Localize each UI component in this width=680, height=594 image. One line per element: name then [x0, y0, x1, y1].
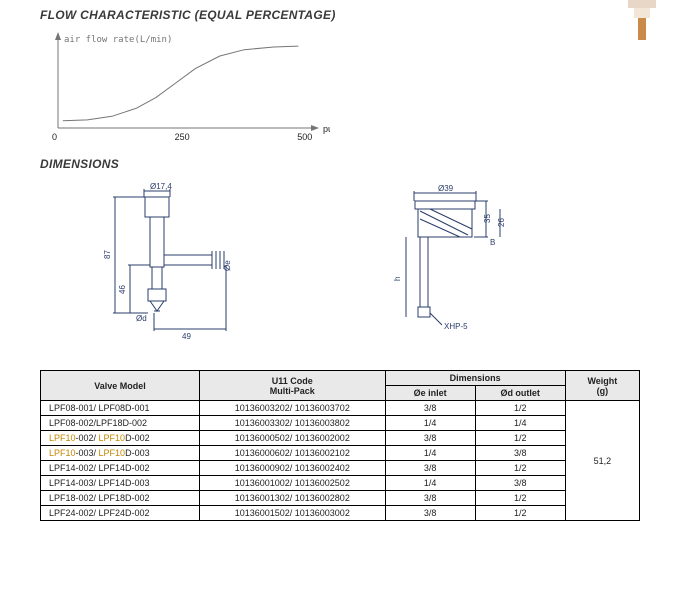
- col-dimensions-group: Dimensions: [385, 371, 565, 386]
- table-row: LPF10-003/ LPF10D-00310136000602/ 101360…: [41, 446, 640, 461]
- flow-chart: air flow rate(L/min) 0 250 500 pulse: [40, 26, 330, 141]
- table-row: LPF10-002/ LPF10D-00210136000502/ 101360…: [41, 431, 640, 446]
- dimension-drawing-left: Ø17,4 87 46 49 Ød Øe: [70, 179, 240, 354]
- col-u11: U11 Code Multi-Pack: [200, 371, 386, 401]
- col-valve-model: Valve Model: [41, 371, 200, 401]
- table-row: LPF08-001/ LPF08D-00110136003202/ 101360…: [41, 401, 640, 416]
- dimensions-heading: DIMENSIONS: [40, 157, 662, 171]
- svg-text:pulse: pulse: [323, 124, 330, 134]
- col-inlet: Øe inlet: [385, 386, 475, 401]
- svg-text:Ø39: Ø39: [438, 184, 454, 193]
- svg-text:26: 26: [497, 218, 506, 227]
- svg-text:Øe: Øe: [223, 260, 232, 271]
- svg-text:87: 87: [103, 250, 112, 259]
- svg-text:Ø17,4: Ø17,4: [150, 182, 172, 191]
- svg-text:46: 46: [118, 285, 127, 294]
- svg-text:h: h: [393, 277, 402, 281]
- product-thumb: [614, 0, 672, 40]
- svg-text:49: 49: [182, 332, 191, 341]
- table-row: LPF14-002/ LPF14D-00210136000902/ 101360…: [41, 461, 640, 476]
- svg-text:500: 500: [297, 132, 312, 141]
- table-row: LPF24-002/ LPF24D-00210136001502/ 101360…: [41, 506, 640, 521]
- svg-text:XHP-5: XHP-5: [444, 322, 468, 331]
- svg-text:0: 0: [52, 132, 57, 141]
- svg-text:air flow rate(L/min): air flow rate(L/min): [64, 35, 172, 45]
- svg-text:35: 35: [483, 214, 492, 223]
- col-outlet: Ød outlet: [475, 386, 565, 401]
- table-row: LPF08-002/LPF18D-00210136003302/ 1013600…: [41, 416, 640, 431]
- dimension-drawing-right: Ø39 35 26 Bh XHP-5: [360, 179, 530, 354]
- svg-text:250: 250: [175, 132, 190, 141]
- dimensions-table: Valve Model U11 Code Multi-Pack Dimensio…: [40, 370, 640, 521]
- svg-text:B: B: [490, 238, 495, 247]
- flow-heading: FLOW CHARACTERISTIC (EQUAL PERCENTAGE): [40, 8, 662, 22]
- table-row: LPF14-003/ LPF14D-00310136001002/ 101360…: [41, 476, 640, 491]
- table-row: LPF18-002/ LPF18D-00210136001302/ 101360…: [41, 491, 640, 506]
- col-weight: Weight (g): [565, 371, 639, 401]
- svg-text:Ød: Ød: [136, 314, 147, 323]
